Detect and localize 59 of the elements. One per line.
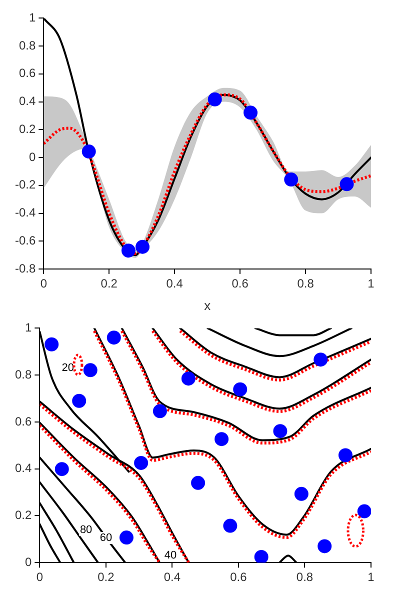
point [134, 456, 148, 470]
y-tick-label: 0 [28, 150, 36, 164]
x-tick-label: 0 [40, 276, 48, 291]
x-tick-label: 1 [368, 570, 375, 584]
annotation: 80 [80, 524, 92, 536]
point [82, 144, 96, 159]
y-tick-label: -0.6 [14, 233, 36, 248]
point [191, 476, 206, 490]
x-tick-label: 1 [368, 276, 375, 291]
point [254, 550, 268, 563]
point [294, 486, 308, 501]
x-tick-label: 0.6 [232, 276, 249, 291]
point [244, 106, 258, 120]
y-tick-label: 0.8 [14, 367, 32, 382]
x-tick-label: 0.8 [296, 570, 314, 584]
x-tick-label: 0.2 [100, 276, 118, 291]
y-tick-label: -0.2 [14, 178, 36, 192]
point [318, 539, 332, 554]
x-axis-title: x [204, 298, 212, 313]
y-tick-label: 0.4 [18, 94, 36, 108]
point [119, 530, 134, 545]
y-tick-label: 1 [24, 320, 32, 335]
y-tick-label: 0.8 [18, 38, 36, 52]
point [136, 240, 150, 254]
x-tick-label: 0.4 [166, 276, 184, 291]
point [223, 518, 238, 533]
point [340, 177, 354, 192]
point [181, 372, 196, 386]
point [152, 404, 167, 418]
point [121, 244, 136, 258]
annotation: 60 [100, 532, 112, 544]
point [214, 432, 229, 446]
point [284, 172, 298, 187]
point [273, 424, 288, 438]
y-tick-label: 0.2 [14, 508, 32, 522]
y-tick-label: 1 [28, 10, 36, 25]
y-tick-label: 0 [24, 554, 32, 569]
annotation: 20 [62, 362, 74, 374]
y-tick-label: 0.6 [18, 66, 36, 80]
point [72, 394, 86, 408]
y-tick-label: -0.4 [14, 206, 36, 220]
point [208, 92, 222, 106]
point [338, 448, 352, 462]
x-tick-label: 0.4 [164, 570, 181, 584]
point [54, 462, 69, 476]
point [106, 330, 121, 345]
point [233, 382, 248, 396]
point [44, 337, 59, 352]
point [314, 352, 328, 367]
x-tick-label: 0.6 [230, 570, 248, 584]
y-tick-label: 0.4 [14, 461, 32, 476]
x-tick-label: 0.8 [297, 276, 314, 291]
y-tick-label: -0.8 [14, 261, 36, 276]
annotation: 40 [164, 550, 177, 562]
y-tick-label: 0.6 [14, 414, 32, 428]
y-tick-label: 0.2 [18, 122, 36, 136]
x-tick-label: 0.2 [98, 570, 115, 584]
point [357, 504, 371, 518]
point [83, 363, 98, 378]
